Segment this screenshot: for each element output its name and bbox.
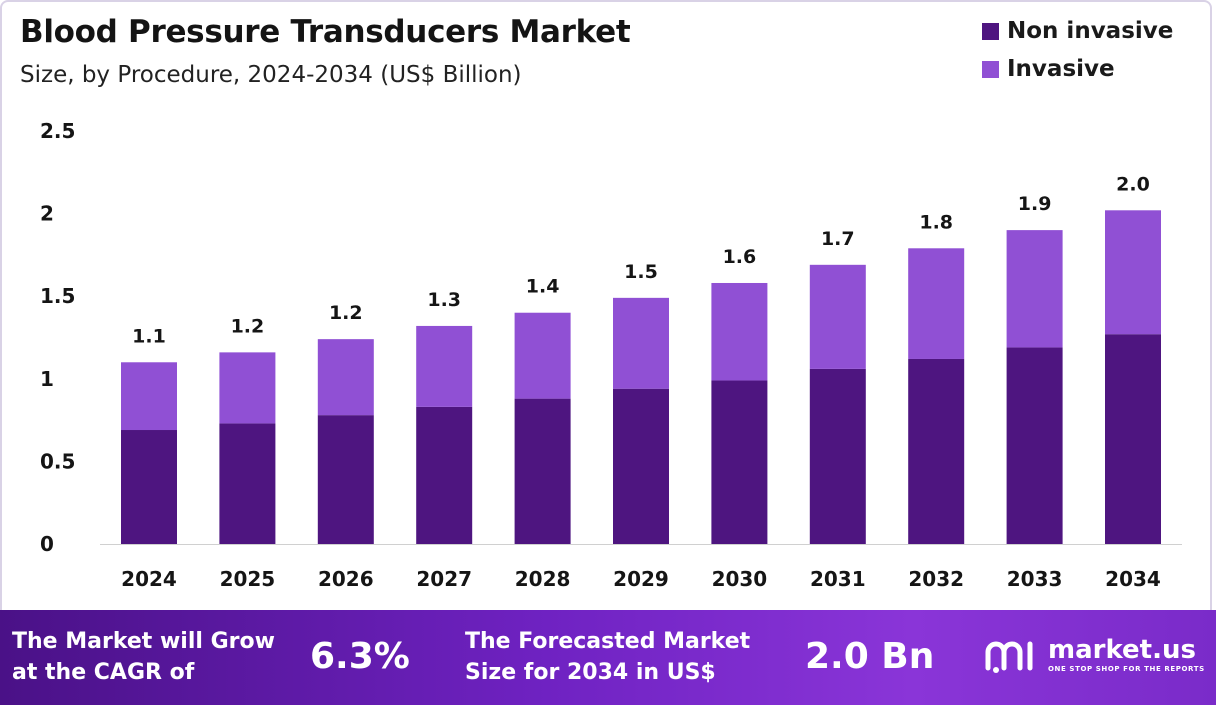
forecast-text: The Forecasted Market Size for 2034 in U… [465, 626, 750, 688]
bar-non-invasive [1105, 334, 1161, 544]
forecast-value: 2.0 Bn [805, 636, 935, 677]
x-tick-label: 2028 [515, 567, 571, 591]
chart-title: Blood Pressure Transducers Market [20, 14, 631, 50]
bar-non-invasive [1006, 347, 1063, 544]
bar-non-invasive [416, 406, 473, 544]
cagr-text-line1: The Market will Grow [12, 629, 275, 654]
x-tick-label: 2031 [810, 567, 866, 591]
bar-invasive [613, 297, 669, 389]
y-tick-label: 1 [40, 367, 54, 391]
x-tick-label: 2026 [318, 567, 374, 591]
bar-total-label: 1.4 [526, 276, 560, 298]
bar-invasive [317, 339, 374, 416]
bar-total-label: 1.6 [723, 246, 757, 268]
cagr-value: 6.3% [310, 636, 410, 677]
legend-item-non-invasive: Non invasive [982, 12, 1173, 50]
bar-non-invasive [514, 398, 571, 544]
chart-subtitle: Size, by Procedure, 2024-2034 (US$ Billi… [20, 62, 522, 88]
x-tick-label: 2025 [220, 567, 276, 591]
bar-invasive [1006, 230, 1063, 348]
legend-swatch-non-invasive [982, 22, 999, 40]
bar-invasive [416, 325, 473, 407]
x-tick-label: 2030 [712, 567, 768, 591]
legend-item-invasive: Invasive [982, 50, 1173, 88]
brand-text: market.us ONE STOP SHOP FOR THE REPORTS [1048, 636, 1205, 674]
stacked-bar-chart: 0 0.5 1 1.5 2 2.5 1.1 2024 1.2 2025 1.2 2026 1.3 2027… [40, 119, 1182, 591]
cagr-text-line2: at the CAGR of [12, 660, 195, 685]
bar-invasive [711, 282, 768, 381]
y-tick-label: 0 [40, 532, 54, 556]
x-tick-label: 2032 [908, 567, 964, 591]
x-tick-label: 2034 [1105, 567, 1161, 591]
bar-total-label: 1.8 [919, 211, 953, 233]
market-us-logo-icon [985, 641, 1033, 673]
x-tick-label: 2027 [416, 567, 472, 591]
bar-non-invasive [219, 423, 276, 544]
forecast-text-line2: Size for 2034 in US$ [465, 660, 716, 685]
bar-invasive [121, 362, 177, 431]
x-tick-label: 2024 [121, 567, 177, 591]
y-tick-label: 2.5 [40, 119, 75, 143]
bar-invasive [1105, 210, 1161, 335]
bar-total-label: 1.2 [231, 315, 265, 337]
legend-label-non-invasive: Non invasive [1007, 18, 1174, 44]
bar-total-label: 1.5 [624, 261, 658, 283]
cagr-text: The Market will Grow at the CAGR of [12, 626, 275, 688]
brand-name: market.us [1048, 635, 1196, 665]
legend-swatch-invasive [982, 60, 999, 78]
y-tick-label: 2 [40, 202, 54, 226]
footer-banner: The Market will Grow at the CAGR of 6.3%… [0, 610, 1216, 705]
forecast-text-line1: The Forecasted Market [465, 629, 751, 654]
bar-total-label: 1.9 [1018, 193, 1052, 215]
bar-non-invasive [809, 368, 866, 544]
x-tick-label: 2029 [613, 567, 669, 591]
y-tick-label: 1.5 [40, 284, 75, 308]
bar-total-label: 1.2 [329, 302, 363, 324]
bar-non-invasive [711, 380, 768, 544]
bar-total-label: 2.0 [1116, 173, 1150, 195]
x-tick-label: 2033 [1007, 567, 1063, 591]
bar-invasive [809, 264, 866, 369]
legend: Non invasive Invasive [982, 12, 1173, 88]
bar-total-label: 1.7 [821, 228, 855, 250]
brand-tagline: ONE STOP SHOP FOR THE REPORTS [1048, 665, 1205, 673]
bar-non-invasive [613, 388, 669, 544]
bar-non-invasive [317, 415, 374, 544]
legend-label-invasive: Invasive [1007, 56, 1115, 82]
bar-non-invasive [908, 358, 965, 544]
bar-invasive [219, 352, 276, 424]
brand-logo: market.us ONE STOP SHOP FOR THE REPORTS [984, 634, 1205, 676]
bar-invasive [514, 312, 571, 399]
bar-non-invasive [121, 430, 177, 544]
bar-total-label: 1.1 [132, 325, 166, 347]
y-tick-label: 0.5 [40, 449, 75, 473]
bar-invasive [908, 248, 965, 359]
bar-total-label: 1.3 [427, 289, 461, 311]
